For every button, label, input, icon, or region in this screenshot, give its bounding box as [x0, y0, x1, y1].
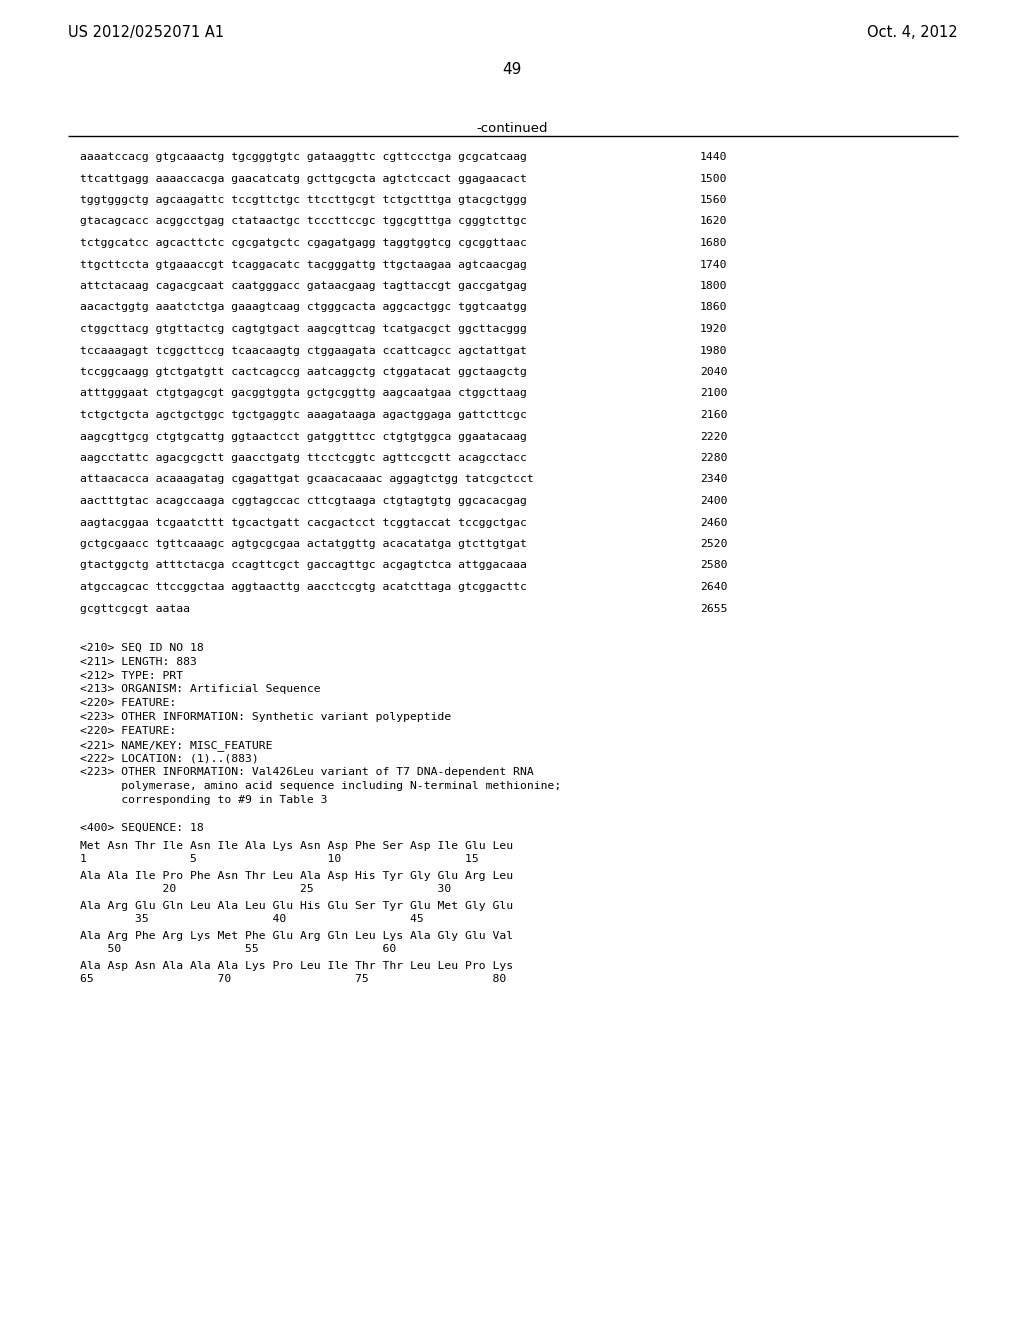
Text: Oct. 4, 2012: Oct. 4, 2012 — [867, 25, 958, 40]
Text: <212> TYPE: PRT: <212> TYPE: PRT — [80, 671, 183, 681]
Text: tctggcatcc agcacttctc cgcgatgctc cgagatgagg taggtggtcg cgcggttaac: tctggcatcc agcacttctc cgcgatgctc cgagatg… — [80, 238, 527, 248]
Text: 1920: 1920 — [700, 323, 727, 334]
Text: ttcattgagg aaaaccacga gaacatcatg gcttgcgcta agtctccact ggagaacact: ttcattgagg aaaaccacga gaacatcatg gcttgcg… — [80, 173, 527, 183]
Text: 2220: 2220 — [700, 432, 727, 441]
Text: <210> SEQ ID NO 18: <210> SEQ ID NO 18 — [80, 643, 204, 653]
Text: 49: 49 — [503, 62, 521, 77]
Text: <211> LENGTH: 883: <211> LENGTH: 883 — [80, 657, 197, 667]
Text: <222> LOCATION: (1)..(883): <222> LOCATION: (1)..(883) — [80, 754, 259, 763]
Text: 35                  40                  45: 35 40 45 — [80, 913, 424, 924]
Text: gtacagcacc acggcctgag ctataactgc tcccttccgc tggcgtttga cgggtcttgc: gtacagcacc acggcctgag ctataactgc tcccttc… — [80, 216, 527, 227]
Text: 2520: 2520 — [700, 539, 727, 549]
Text: aagtacggaa tcgaatcttt tgcactgatt cacgactcct tcggtaccat tccggctgac: aagtacggaa tcgaatcttt tgcactgatt cacgact… — [80, 517, 527, 528]
Text: gtactggctg atttctacga ccagttcgct gaccagttgc acgagtctca attggacaaa: gtactggctg atttctacga ccagttcgct gaccagt… — [80, 561, 527, 570]
Text: ctggcttacg gtgttactcg cagtgtgact aagcgttcag tcatgacgct ggcttacggg: ctggcttacg gtgttactcg cagtgtgact aagcgtt… — [80, 323, 527, 334]
Text: Met Asn Thr Ile Asn Ile Ala Lys Asn Asp Phe Ser Asp Ile Glu Leu: Met Asn Thr Ile Asn Ile Ala Lys Asn Asp … — [80, 841, 513, 850]
Text: 2160: 2160 — [700, 411, 727, 420]
Text: <213> ORGANISM: Artificial Sequence: <213> ORGANISM: Artificial Sequence — [80, 684, 321, 694]
Text: attaacacca acaaagatag cgagattgat gcaacacaaac aggagtctgg tatcgctcct: attaacacca acaaagatag cgagattgat gcaacac… — [80, 474, 534, 484]
Text: aaaatccacg gtgcaaactg tgcgggtgtc gataaggttc cgttccctga gcgcatcaag: aaaatccacg gtgcaaactg tgcgggtgtc gataagg… — [80, 152, 527, 162]
Text: 2460: 2460 — [700, 517, 727, 528]
Text: 2040: 2040 — [700, 367, 727, 378]
Text: 1500: 1500 — [700, 173, 727, 183]
Text: atttgggaat ctgtgagcgt gacggtggta gctgcggttg aagcaatgaa ctggcttaag: atttgggaat ctgtgagcgt gacggtggta gctgcgg… — [80, 388, 527, 399]
Text: 2340: 2340 — [700, 474, 727, 484]
Text: 50                  55                  60: 50 55 60 — [80, 944, 396, 953]
Text: <223> OTHER INFORMATION: Val426Leu variant of T7 DNA-dependent RNA: <223> OTHER INFORMATION: Val426Leu varia… — [80, 767, 534, 777]
Text: <400> SEQUENCE: 18: <400> SEQUENCE: 18 — [80, 822, 204, 833]
Text: gctgcgaacc tgttcaaagc agtgcgcgaa actatggttg acacatatga gtcttgtgat: gctgcgaacc tgttcaaagc agtgcgcgaa actatgg… — [80, 539, 527, 549]
Text: tccaaagagt tcggcttccg tcaacaagtg ctggaagata ccattcagcc agctattgat: tccaaagagt tcggcttccg tcaacaagtg ctggaag… — [80, 346, 527, 355]
Text: 1440: 1440 — [700, 152, 727, 162]
Text: <223> OTHER INFORMATION: Synthetic variant polypeptide: <223> OTHER INFORMATION: Synthetic varia… — [80, 711, 452, 722]
Text: 1560: 1560 — [700, 195, 727, 205]
Text: gcgttcgcgt aataa: gcgttcgcgt aataa — [80, 603, 190, 614]
Text: 2655: 2655 — [700, 603, 727, 614]
Text: aagcgttgcg ctgtgcattg ggtaactcct gatggtttcc ctgtgtggca ggaatacaag: aagcgttgcg ctgtgcattg ggtaactcct gatggtt… — [80, 432, 527, 441]
Text: 2280: 2280 — [700, 453, 727, 463]
Text: aagcctattc agacgcgctt gaacctgatg ttcctcggtc agttccgctt acagcctacc: aagcctattc agacgcgctt gaacctgatg ttcctcg… — [80, 453, 527, 463]
Text: 1               5                   10                  15: 1 5 10 15 — [80, 854, 479, 863]
Text: 2580: 2580 — [700, 561, 727, 570]
Text: Ala Arg Phe Arg Lys Met Phe Glu Arg Gln Leu Lys Ala Gly Glu Val: Ala Arg Phe Arg Lys Met Phe Glu Arg Gln … — [80, 931, 513, 941]
Text: 65                  70                  75                  80: 65 70 75 80 — [80, 974, 506, 983]
Text: 1800: 1800 — [700, 281, 727, 290]
Text: <220> FEATURE:: <220> FEATURE: — [80, 726, 176, 735]
Text: 20                  25                  30: 20 25 30 — [80, 883, 452, 894]
Text: atgccagcac ttccggctaa aggtaacttg aacctccgtg acatcttaga gtcggacttc: atgccagcac ttccggctaa aggtaacttg aacctcc… — [80, 582, 527, 591]
Text: tggtgggctg agcaagattc tccgttctgc ttccttgcgt tctgctttga gtacgctggg: tggtgggctg agcaagattc tccgttctgc ttccttg… — [80, 195, 527, 205]
Text: tccggcaagg gtctgatgtt cactcagccg aatcaggctg ctggatacat ggctaagctg: tccggcaagg gtctgatgtt cactcagccg aatcagg… — [80, 367, 527, 378]
Text: 2640: 2640 — [700, 582, 727, 591]
Text: Ala Asp Asn Ala Ala Ala Lys Pro Leu Ile Thr Thr Leu Leu Pro Lys: Ala Asp Asn Ala Ala Ala Lys Pro Leu Ile … — [80, 961, 513, 970]
Text: US 2012/0252071 A1: US 2012/0252071 A1 — [68, 25, 224, 40]
Text: 1620: 1620 — [700, 216, 727, 227]
Text: 1680: 1680 — [700, 238, 727, 248]
Text: ttgcttccta gtgaaaccgt tcaggacatc tacgggattg ttgctaagaa agtcaacgag: ttgcttccta gtgaaaccgt tcaggacatc tacggga… — [80, 260, 527, 269]
Text: 1980: 1980 — [700, 346, 727, 355]
Text: <221> NAME/KEY: MISC_FEATURE: <221> NAME/KEY: MISC_FEATURE — [80, 739, 272, 751]
Text: <220> FEATURE:: <220> FEATURE: — [80, 698, 176, 709]
Text: Ala Arg Glu Gln Leu Ala Leu Glu His Glu Ser Tyr Glu Met Gly Glu: Ala Arg Glu Gln Leu Ala Leu Glu His Glu … — [80, 900, 513, 911]
Text: attctacaag cagacgcaat caatgggacc gataacgaag tagttaccgt gaccgatgag: attctacaag cagacgcaat caatgggacc gataacg… — [80, 281, 527, 290]
Text: 1740: 1740 — [700, 260, 727, 269]
Text: 2400: 2400 — [700, 496, 727, 506]
Text: tctgctgcta agctgctggc tgctgaggtc aaagataaga agactggaga gattcttcgc: tctgctgcta agctgctggc tgctgaggtc aaagata… — [80, 411, 527, 420]
Text: -continued: -continued — [476, 121, 548, 135]
Text: 2100: 2100 — [700, 388, 727, 399]
Text: polymerase, amino acid sequence including N-terminal methionine;: polymerase, amino acid sequence includin… — [80, 781, 561, 791]
Text: 1860: 1860 — [700, 302, 727, 313]
Text: aacactggtg aaatctctga gaaagtcaag ctgggcacta aggcactggc tggtcaatgg: aacactggtg aaatctctga gaaagtcaag ctgggca… — [80, 302, 527, 313]
Text: aactttgtac acagccaaga cggtagccac cttcgtaaga ctgtagtgtg ggcacacgag: aactttgtac acagccaaga cggtagccac cttcgta… — [80, 496, 527, 506]
Text: corresponding to #9 in Table 3: corresponding to #9 in Table 3 — [80, 795, 328, 805]
Text: Ala Ala Ile Pro Phe Asn Thr Leu Ala Asp His Tyr Gly Glu Arg Leu: Ala Ala Ile Pro Phe Asn Thr Leu Ala Asp … — [80, 871, 513, 880]
